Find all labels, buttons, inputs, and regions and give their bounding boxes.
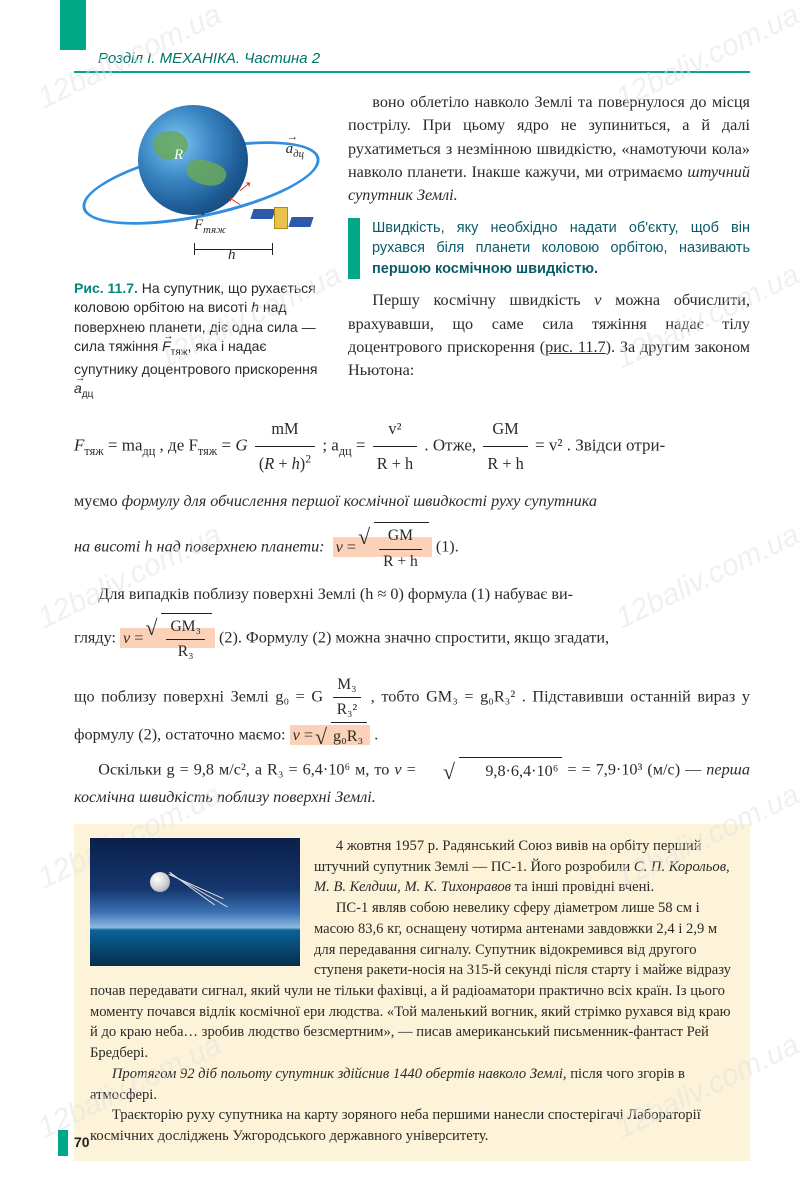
label-Ftyazh: Fтяж [194, 217, 226, 236]
figure-caption: Рис. 11.7. На супутник, що рухається кол… [74, 279, 326, 402]
formula-newton: Fтяж = maдц , де Fтяж = G mM(R + h)2 ; a… [74, 412, 750, 482]
satellite-panel [288, 217, 313, 227]
sputnik-sphere [150, 872, 170, 892]
label-h: h [228, 247, 236, 264]
callout-accent-bar [348, 218, 360, 280]
satellite-panel [250, 209, 275, 219]
sputnik-image [90, 838, 300, 966]
figure-11-7: → → R aдц Fтяж h [74, 91, 326, 273]
paragraph-5: Оскільки g = 9,8 м/с², а R₃ = 6,4·10⁶ м,… [74, 757, 750, 810]
story-p4: Траєкторію руху супутника на карту зорян… [90, 1105, 734, 1146]
paragraph-2: Першу космічну швидкість v можна обчисли… [348, 289, 750, 382]
satellite-body [274, 207, 288, 229]
label-R: R [174, 147, 183, 164]
history-box: 4 жовтня 1957 р. Радянський Союз вивів н… [74, 824, 750, 1161]
paragraph-4: що поблизу поверхні Землі g₀ = G M₃R₃² ,… [74, 673, 750, 750]
label-adc: aдц [286, 141, 304, 160]
paragraph-3a: Для випадків поблизу поверхні Землі (h ≈… [74, 582, 750, 607]
section-title: Розділ І. МЕХАНІКА. Частина 2 [98, 50, 320, 67]
paragraph-formula-1: на висоті h над поверхнею планети: v = G… [74, 522, 750, 574]
paragraph-intro: воно облетіло навколо Землі та повернуло… [348, 91, 750, 208]
page-number-bar [58, 1130, 68, 1156]
paragraph-3b: гляду: v = GM₃R₃ (2). Формулу (2) можна … [74, 613, 750, 665]
h-tick [272, 243, 273, 255]
page-number: 70 [74, 1134, 90, 1150]
callout-text: Швидкість, яку необхідно надати об'єкту,… [372, 218, 750, 280]
paragraph-formula-desc: муємо формулу для обчислення першої косм… [74, 489, 750, 514]
corner-tab [60, 0, 86, 50]
h-tick [194, 243, 195, 255]
sputnik-antenna [169, 872, 215, 906]
definition-callout: Швидкість, яку необхідно надати об'єкту,… [348, 218, 750, 280]
story-p3: Протягом 92 діб польоту супутник здійсни… [90, 1064, 734, 1105]
header-rule: Розділ І. МЕХАНІКА. Частина 2 [74, 50, 750, 73]
